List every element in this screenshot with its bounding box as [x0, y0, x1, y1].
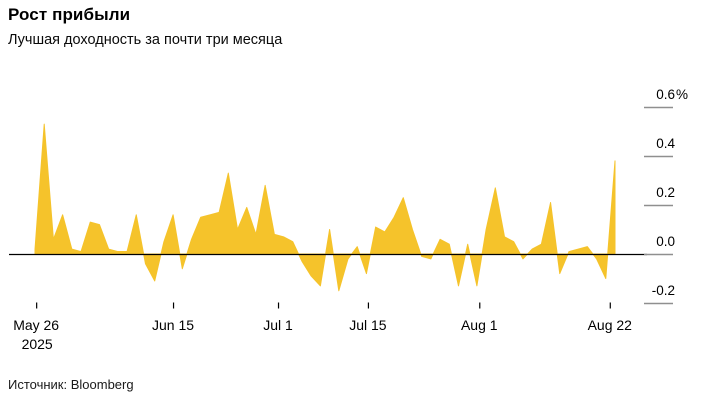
x-axis-label: May 26 [13, 317, 59, 333]
y-axis-label: -0.2 [652, 283, 675, 298]
y-axis-label: 0.6 [656, 87, 675, 102]
area-series [34, 123, 616, 292]
x-axis-label: Jul 1 [263, 317, 293, 333]
chart-header: Рост прибыли Лучшая доходность за почти … [8, 5, 282, 48]
x-axis-label: Aug 1 [461, 317, 498, 333]
chart-title: Рост прибыли [8, 5, 131, 24]
x-axis-label: Jun 15 [152, 317, 194, 333]
chart-subtitle: Лучшая доходность за почти три месяца [8, 32, 283, 48]
x-axis-label: Jul 15 [349, 317, 387, 333]
y-axis-label: 0.2 [656, 185, 675, 200]
y-axis-label: 0.4 [656, 136, 675, 151]
y-axis-unit-suffix: % [676, 87, 688, 102]
x-axis-label: Aug 22 [588, 317, 633, 333]
x-axis-sublabel: 2025 [22, 336, 53, 352]
y-axis-label: 0.0 [656, 234, 675, 249]
source-credit: Источник: Bloomberg [8, 377, 134, 392]
